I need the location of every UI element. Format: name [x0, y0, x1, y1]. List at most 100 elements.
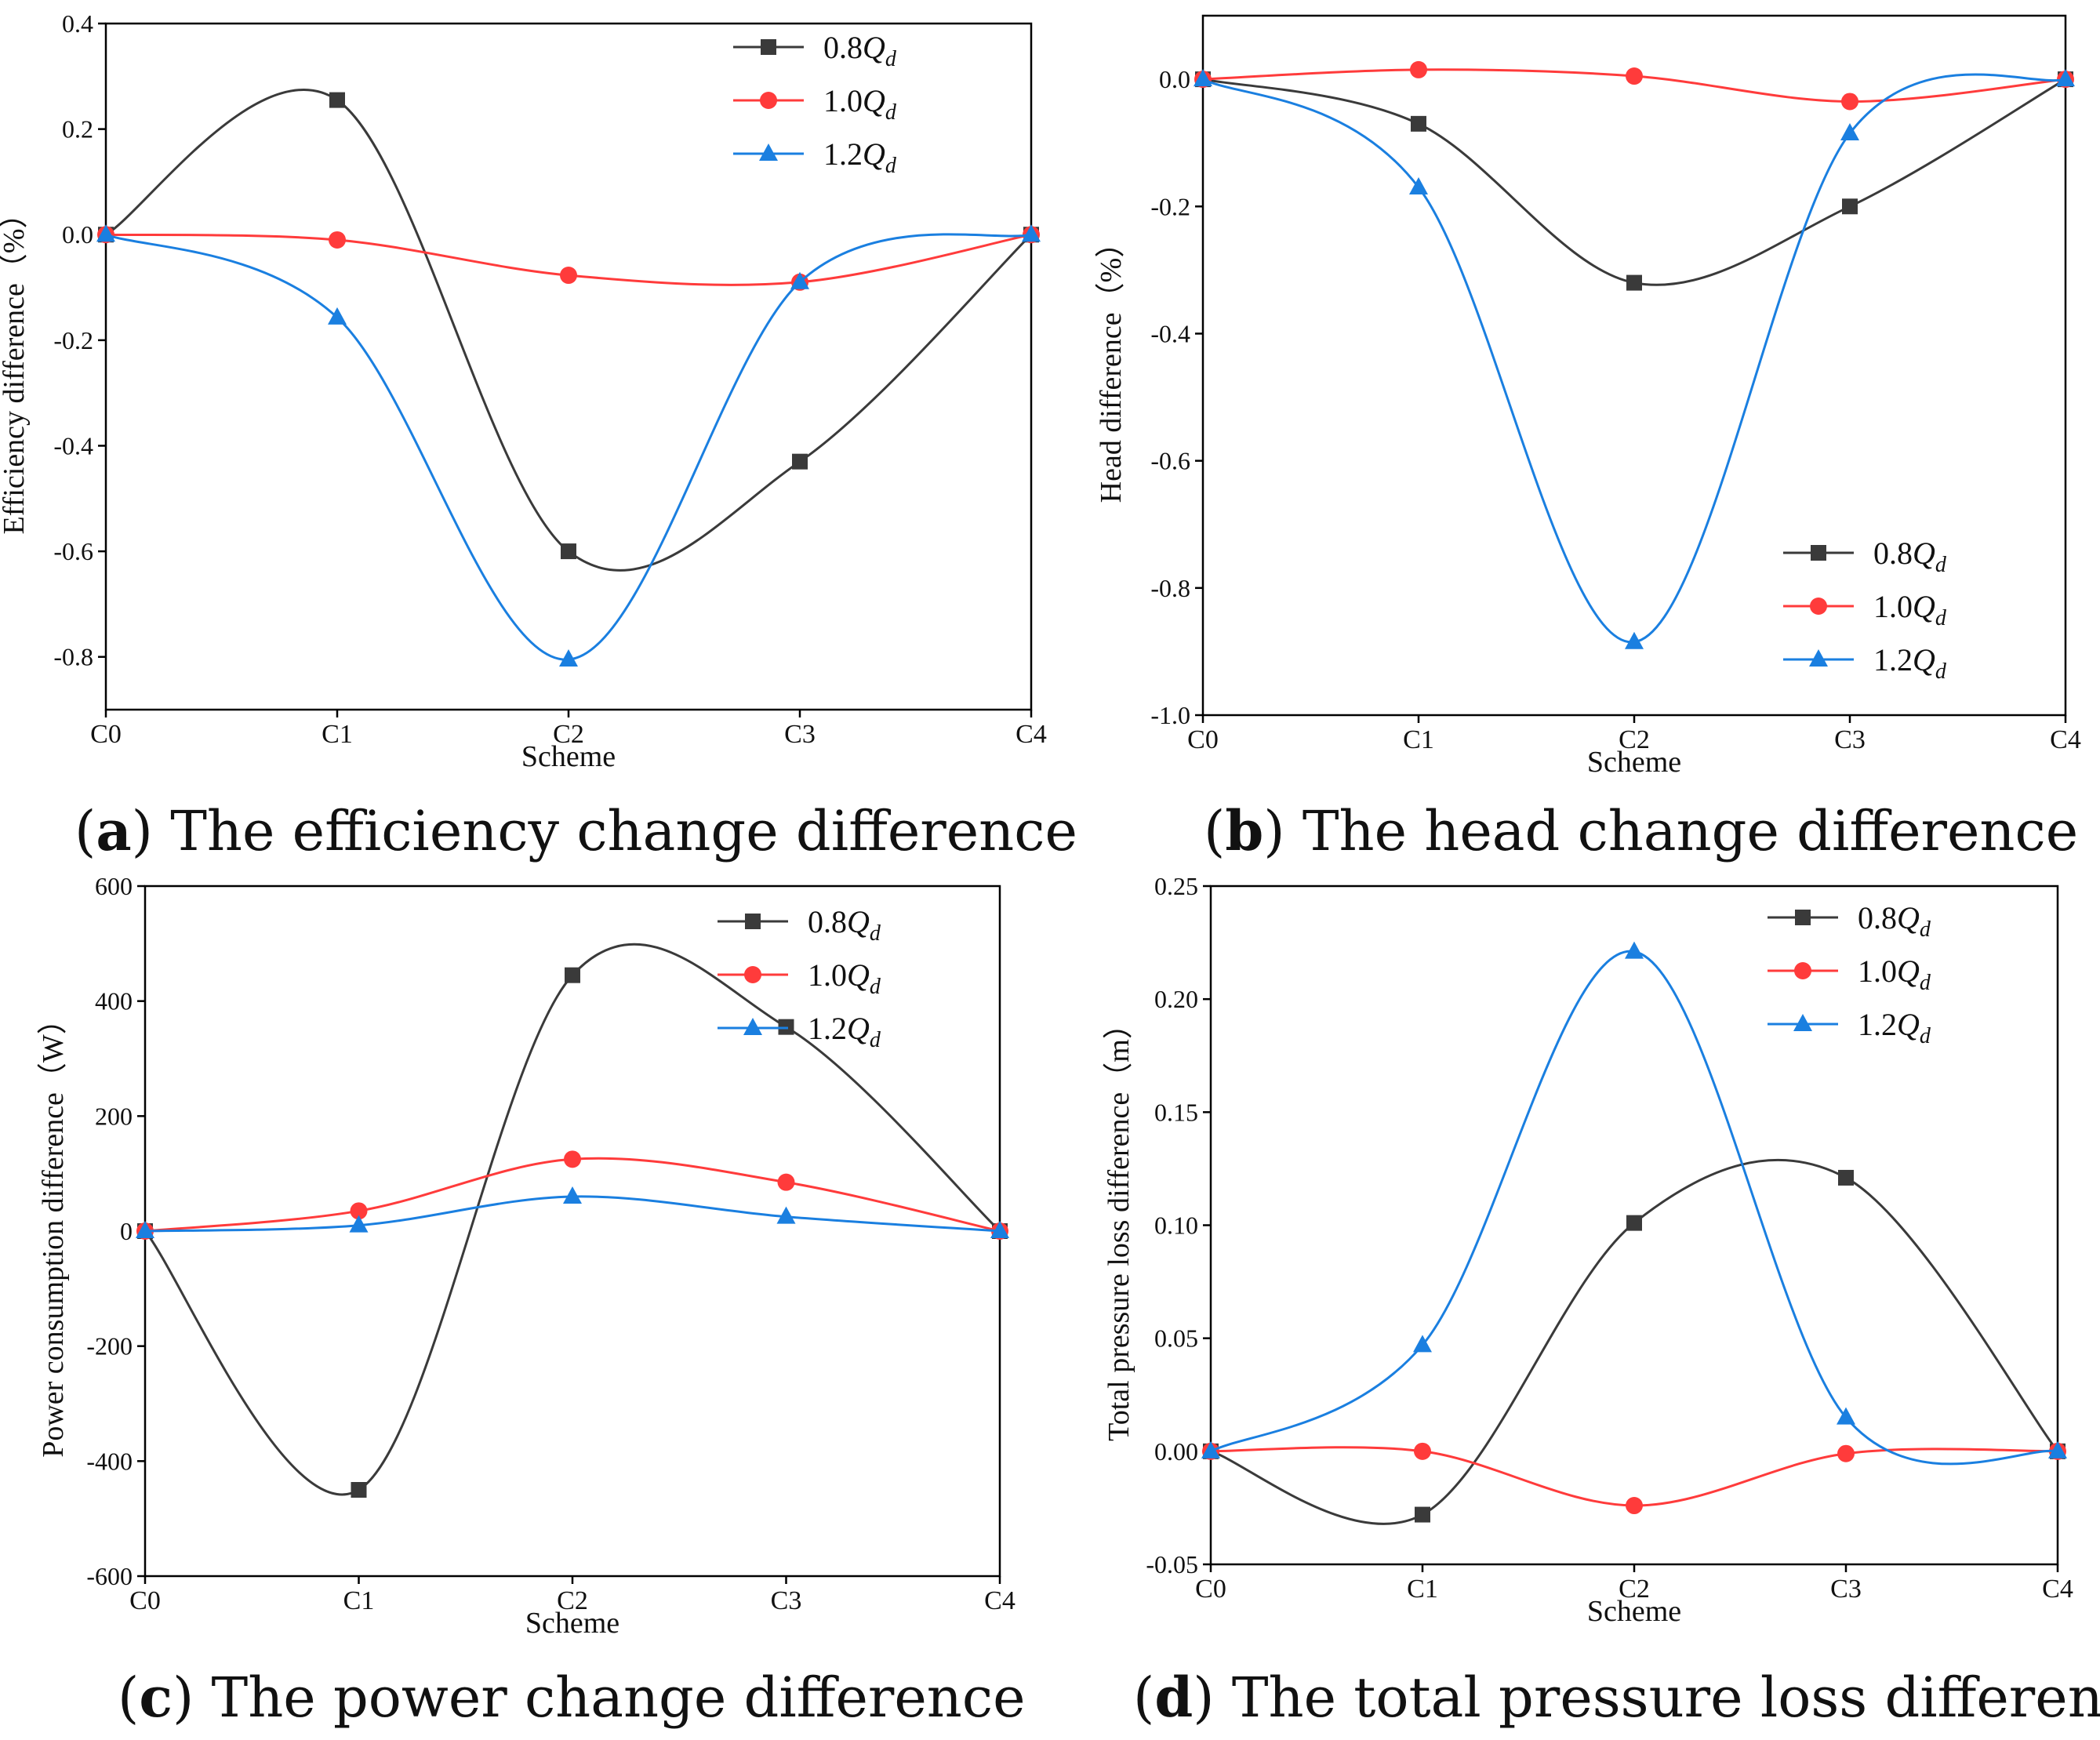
- x-tick-label: C1: [1407, 1575, 1438, 1604]
- data-point: [1022, 224, 1041, 242]
- data-point: [565, 967, 580, 983]
- data-point: [350, 1202, 368, 1220]
- x-axis-label: Scheme: [1587, 1595, 1681, 1628]
- y-axis-label: Head difference（%）: [1095, 228, 1128, 503]
- x-tick-label: C2: [553, 720, 584, 749]
- legend-marker: [1793, 1014, 1812, 1031]
- x-tick-label: C2: [1619, 725, 1650, 754]
- data-point: [1414, 1442, 1431, 1460]
- caption-a: (a) The efficiency change difference: [74, 798, 1077, 863]
- data-point: [990, 1221, 1009, 1238]
- legend-label: 0.8Qd: [1858, 900, 1931, 942]
- y-tick-label: 200: [95, 1102, 133, 1130]
- x-tick-label: C0: [1195, 1575, 1226, 1604]
- data-point: [1194, 69, 1212, 87]
- x-tick-label: C0: [1187, 725, 1219, 754]
- data-point: [329, 231, 346, 249]
- data-point: [1410, 60, 1427, 78]
- x-tick-label: C3: [1834, 725, 1866, 754]
- data-point: [776, 1206, 796, 1224]
- data-point: [1842, 198, 1858, 215]
- series-line: [1210, 1158, 2059, 1525]
- caption-b: (b) The head change difference: [1204, 798, 2079, 863]
- x-tick-label: C4: [1015, 720, 1047, 749]
- data-point: [1201, 1440, 1220, 1458]
- data-point: [351, 1482, 367, 1498]
- y-tick-label: -0.8: [53, 643, 93, 671]
- x-axis-label: Scheme: [1587, 746, 1681, 779]
- legend-marker: [1810, 598, 1827, 615]
- data-point: [136, 1221, 154, 1238]
- panel-pressure-loss: 0.25 0.20 0.15 0.10 0.05 0.00 -0.05 C0 C1 C2 C3 C4 S…: [1050, 866, 2100, 1651]
- y-tick-label: -0.2: [53, 326, 93, 354]
- data-point: [792, 453, 808, 470]
- y-tick-label: 0.05: [1154, 1324, 1198, 1353]
- y-tick-label: 0.4: [62, 9, 93, 38]
- x-tick-label: C0: [129, 1586, 161, 1615]
- panel-efficiency: 0.4 0.2 0.0 -0.2 -0.4 -0.6 -0.8 C0 C1 C2 C3 C4 Schem…: [0, 0, 1050, 784]
- x-tick-label: C3: [784, 720, 816, 749]
- legend-label: 1.0Qd: [823, 83, 897, 125]
- y-tick-label: 0.10: [1154, 1211, 1198, 1240]
- y-tick-label: -1.0: [1150, 701, 1190, 729]
- x-tick-label: C2: [1619, 1575, 1650, 1604]
- data-point: [563, 1186, 582, 1204]
- data-point: [1415, 1506, 1430, 1523]
- series-0.8Qd: [1195, 71, 2073, 291]
- x-tick-label: C4: [2042, 1575, 2073, 1604]
- y-axis-label: Total pressure loss difference（m）: [1103, 1009, 1135, 1441]
- series-line: [105, 88, 1033, 572]
- legend-marker: [1809, 649, 1828, 667]
- series-line: [1202, 78, 2066, 286]
- legend-marker: [760, 92, 777, 109]
- data-point: [1626, 1497, 1643, 1515]
- data-point: [2048, 1440, 2067, 1458]
- data-point: [1840, 123, 1859, 141]
- y-tick-label: -200: [86, 1332, 133, 1360]
- data-point: [1837, 1444, 1855, 1462]
- legend-label: 1.0Qd: [1858, 954, 1931, 995]
- data-point: [2056, 69, 2075, 87]
- legend-marker: [1795, 910, 1811, 925]
- plot-frame: [104, 22, 1033, 711]
- chart-head: 0.0 -0.2 -0.4 -0.6 -0.8 -1.0C0 C1 C2 C3 C4 Scheme H…: [1095, 14, 2081, 779]
- y-tick-label: -0.05: [1146, 1550, 1198, 1578]
- y-tick-label: -0.8: [1150, 574, 1190, 602]
- y-tick-label: -0.6: [1150, 447, 1190, 475]
- panel-power: 600 400 200 0 -200 -400 -600 C0 C1 C2 C3 C4 Scheme Po…: [0, 866, 1050, 1651]
- y-tick-label: 0: [120, 1217, 133, 1245]
- legend-marker: [743, 1018, 762, 1035]
- x-axis-label: Scheme: [525, 1607, 619, 1640]
- y-tick-label: -600: [86, 1562, 133, 1590]
- x-tick-label: C1: [1403, 725, 1434, 754]
- data-point: [1409, 176, 1428, 194]
- caption-c: (c) The power change difference: [118, 1665, 1026, 1730]
- legend-label: 1.2Qd: [1858, 1007, 1931, 1048]
- data-point: [349, 1215, 369, 1233]
- data-point: [1411, 115, 1426, 132]
- series-1.0Qd: [1194, 60, 2074, 111]
- series-0.8Qd: [1203, 1158, 2065, 1525]
- y-tick-label: 600: [95, 872, 133, 900]
- series-1.2Qd: [1201, 941, 2067, 1466]
- series-1.0Qd: [97, 226, 1040, 291]
- y-tick-label: 0.15: [1154, 1098, 1198, 1126]
- y-tick-label: -0.2: [1150, 192, 1190, 220]
- series-1.2Qd: [96, 224, 1041, 667]
- x-tick-label: C1: [322, 720, 353, 749]
- series-line: [1210, 950, 2058, 1466]
- data-point: [561, 543, 576, 560]
- legend-marker: [745, 914, 761, 929]
- series-1.0Qd: [1202, 1442, 2066, 1515]
- legend: 0.8Qd 1.0Qd 1.2Qd: [718, 904, 881, 1052]
- panel-head: 0.0 -0.2 -0.4 -0.6 -0.8 -1.0 C0 C1 C2 C3 C4 Scheme H…: [1050, 0, 2100, 784]
- series-line: [144, 943, 1001, 1496]
- x-tick-label: C3: [771, 1586, 802, 1615]
- legend-marker: [1811, 545, 1826, 561]
- y-tick-label: -0.4: [53, 431, 93, 460]
- series-1.2Qd: [1194, 69, 2075, 649]
- x-axis-label: Scheme: [521, 740, 616, 773]
- legend-label: 0.8Qd: [808, 904, 881, 946]
- legend-label: 0.8Qd: [1873, 536, 1947, 577]
